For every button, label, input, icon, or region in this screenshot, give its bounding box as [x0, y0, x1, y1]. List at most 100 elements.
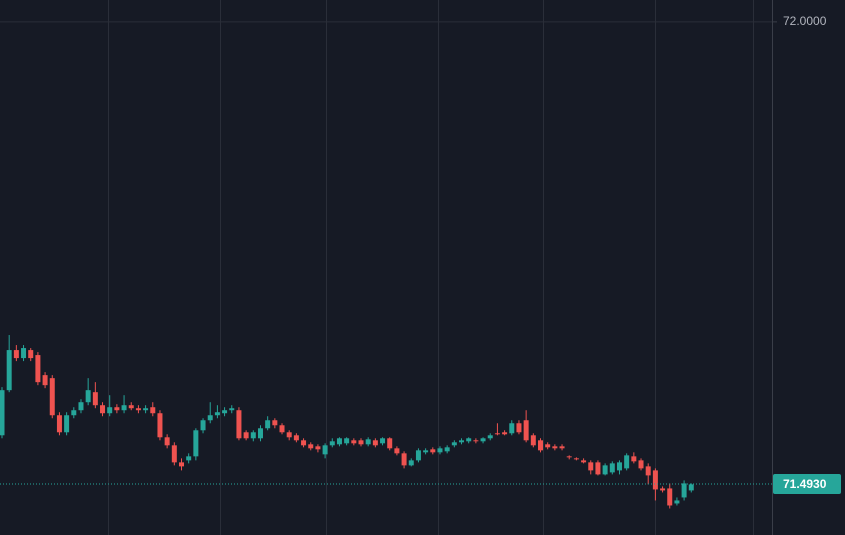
candle-body [559, 446, 565, 449]
candle-body [121, 405, 127, 411]
candle-body [135, 408, 141, 411]
candle-body [660, 488, 666, 491]
candle-body [387, 438, 393, 449]
candle-body [114, 407, 120, 411]
candle-body [602, 465, 608, 475]
candle-body [186, 456, 192, 461]
candle-body [538, 440, 543, 451]
candle-body [6, 350, 12, 391]
candle-body [301, 440, 307, 446]
candle-body [13, 350, 19, 359]
candle-body [365, 439, 371, 445]
candle-body [394, 448, 400, 454]
candle-body [509, 423, 515, 434]
candle-body [652, 470, 658, 490]
candle-body [308, 444, 314, 449]
candle-body [380, 438, 386, 444]
candle-body [28, 350, 34, 359]
candle-body [157, 413, 163, 438]
candle-body [329, 441, 335, 446]
candle-body [466, 438, 472, 442]
candle-body [372, 440, 378, 446]
candle-body [459, 440, 465, 443]
candle-body [581, 460, 587, 463]
candle-body [351, 440, 357, 444]
candle-body [430, 449, 436, 453]
candle-body [207, 415, 213, 421]
candle-body [545, 444, 551, 448]
y-tick-label: 72.0000 [783, 14, 827, 28]
candle-body [322, 445, 328, 455]
candle-body [71, 410, 77, 416]
candle-body [688, 484, 694, 491]
last-price-box [773, 473, 841, 494]
candle-body [502, 432, 508, 435]
candle-body [250, 432, 256, 439]
last-price-label: 71.4930 [783, 477, 827, 491]
candle-body [681, 483, 687, 498]
candle-body [552, 446, 558, 449]
candle-body [35, 355, 41, 383]
candle-body [573, 458, 579, 460]
candle-body [358, 440, 364, 445]
candle-body [272, 420, 278, 426]
candle-body [200, 420, 206, 431]
candle-body [164, 437, 170, 446]
candle-body [480, 438, 486, 442]
candle-body [667, 488, 673, 506]
candle-body [171, 445, 177, 463]
candle-body [107, 407, 113, 414]
candle-body [229, 408, 235, 411]
candle-body [286, 432, 292, 438]
candle-body [150, 407, 156, 414]
candle-body [588, 462, 594, 471]
candle-body [265, 420, 271, 429]
candle-body [451, 442, 457, 446]
candle-body [293, 435, 299, 441]
candle-body [128, 405, 134, 409]
candle-body [444, 447, 450, 452]
candle-body [92, 392, 98, 406]
candle-body [344, 438, 350, 444]
candle-body [336, 438, 342, 445]
candle-body [193, 430, 199, 457]
candle-body [315, 446, 321, 450]
candle-body [638, 460, 644, 469]
candle-body [257, 428, 263, 439]
candle-body [423, 450, 429, 453]
candle-body [645, 466, 651, 476]
candle-body [56, 415, 62, 433]
candle-body [236, 410, 242, 439]
candle-body [85, 390, 91, 403]
candle-body [179, 462, 184, 467]
candle-body [401, 453, 407, 466]
candle-body [473, 440, 479, 442]
candle-body [494, 433, 500, 435]
vertical-grid [108, 0, 754, 535]
candle-body [609, 463, 615, 473]
candle-body [595, 462, 601, 475]
candle-body [100, 405, 106, 414]
candle-body [64, 415, 70, 433]
candle-body [631, 456, 637, 462]
candle-body [437, 448, 443, 453]
candle-body [624, 455, 630, 469]
candle-body [49, 378, 55, 416]
candle-body [415, 450, 421, 461]
candle-body [42, 375, 48, 386]
candle-body [674, 500, 680, 504]
candle-body [523, 420, 529, 441]
candle-body [21, 348, 27, 359]
candle-body [243, 432, 249, 439]
candle-body [487, 435, 493, 439]
candle-body [516, 423, 522, 433]
candle-body [616, 462, 622, 471]
candle-body [408, 460, 414, 466]
candle-body [78, 402, 84, 411]
candle-body [530, 435, 536, 446]
candle-body [143, 408, 149, 411]
candle-body [222, 410, 228, 414]
